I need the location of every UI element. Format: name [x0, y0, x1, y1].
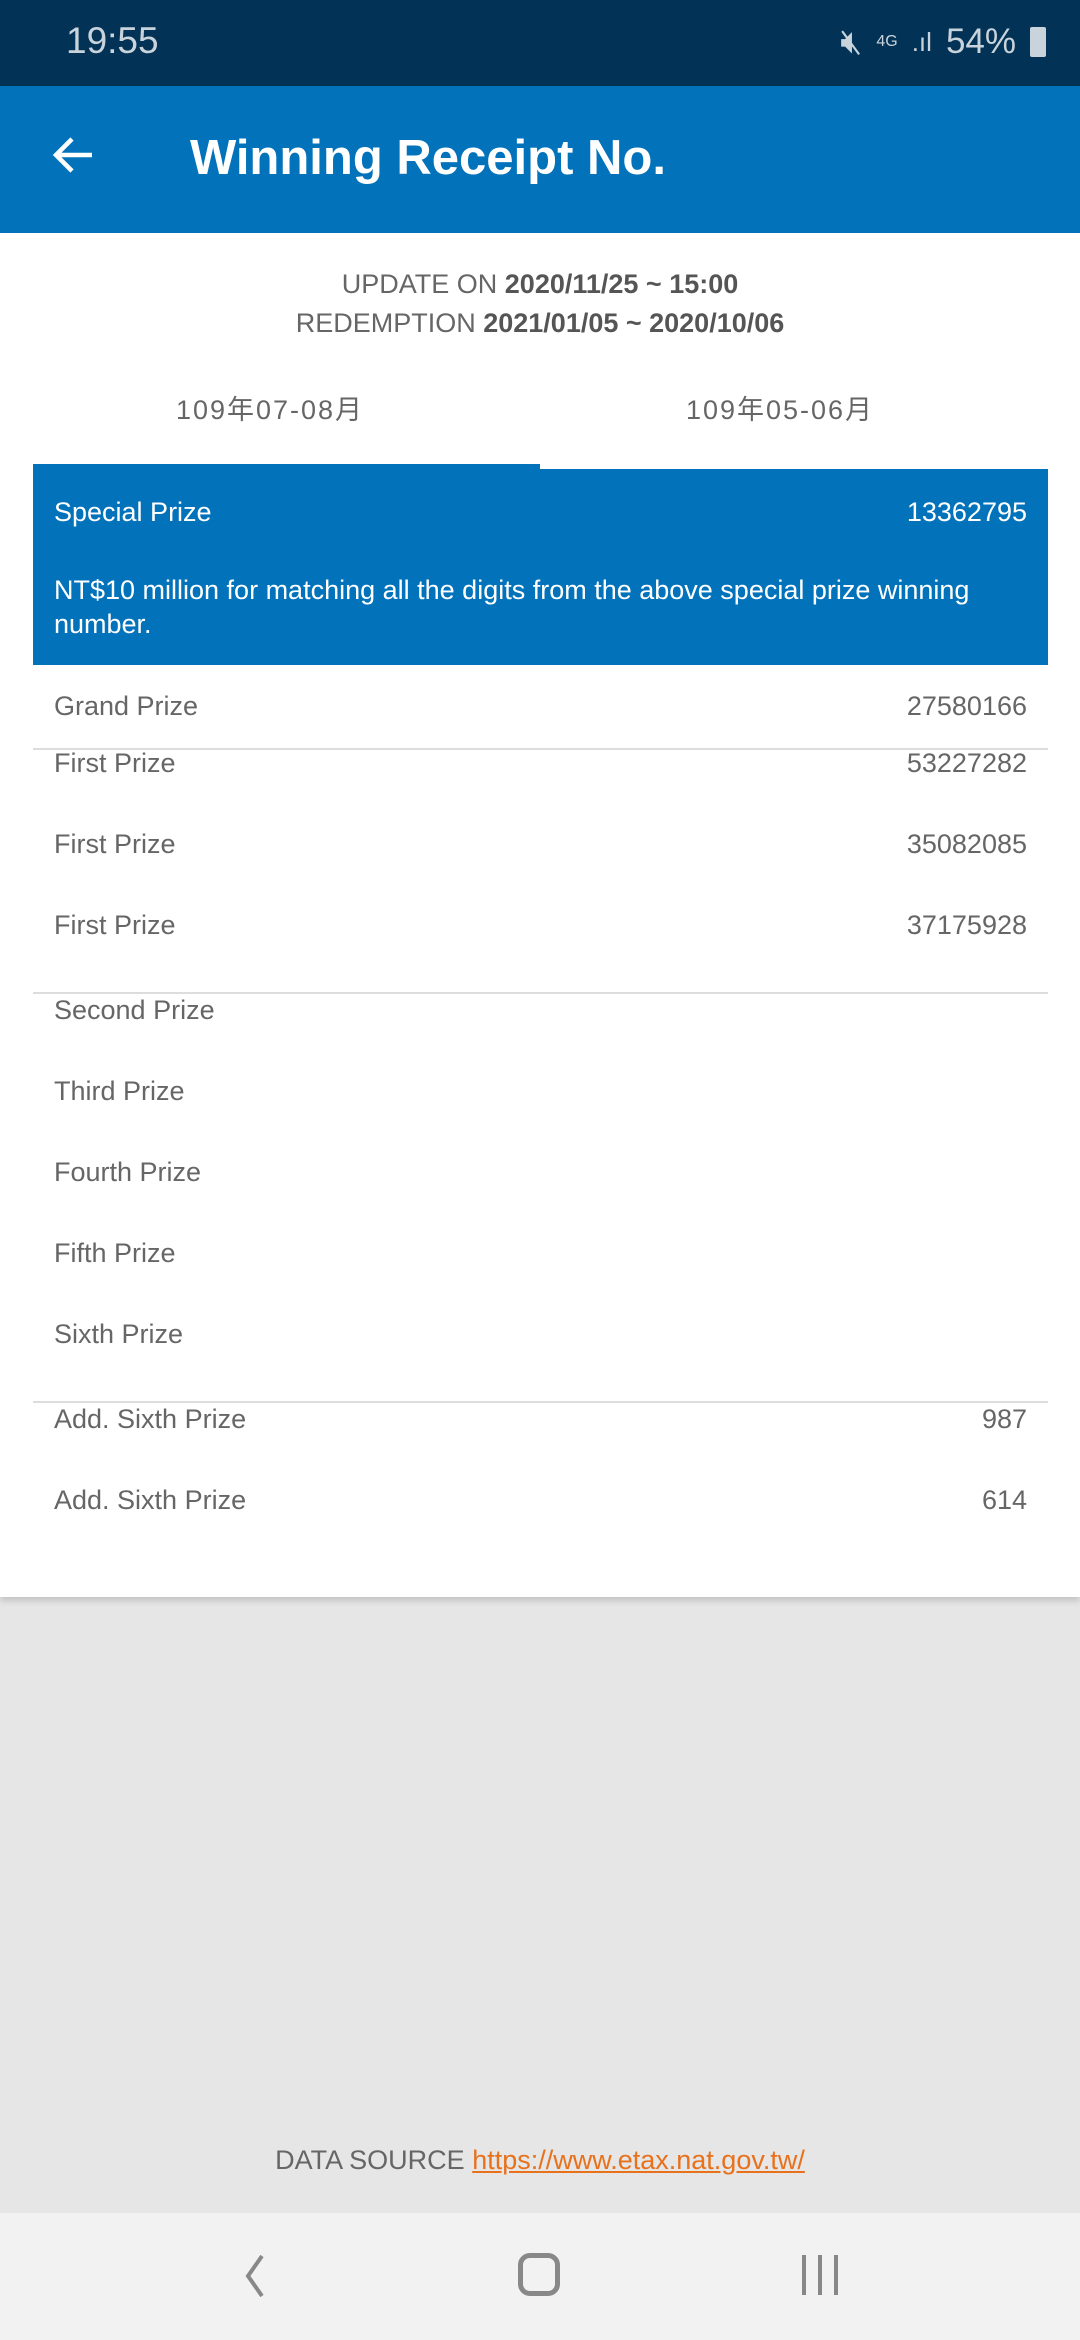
tab-indicator — [33, 464, 540, 469]
status-bar: 19:55 🔇︎ 4G .ıl 54% — [0, 0, 1080, 86]
prize-row: Grand Prize 27580166 — [33, 666, 1048, 747]
prize-number: 37175928 — [906, 910, 1027, 940]
navigation-bar — [0, 2213, 1080, 2340]
nav-recents-icon[interactable] — [800, 2253, 844, 2297]
tab-109-07-08[interactable]: 109年07-08月 — [175, 395, 365, 425]
prize-label: Sixth Prize — [54, 1319, 184, 1349]
special-prize: Special Prize 13362795 NT$10 million for… — [33, 469, 1048, 665]
signal-icon: .ıl — [911, 26, 932, 57]
update-info: UPDATE ON 2020/11/25 ~ 15:00 — [0, 269, 1080, 300]
back-arrow-icon[interactable] — [48, 130, 98, 180]
prize-row: Sixth Prize — [33, 1294, 1048, 1375]
data-source-link[interactable]: https://www.etax.nat.gov.tw/ — [472, 2145, 805, 2175]
prize-number: 27580166 — [906, 691, 1027, 721]
nav-back-icon[interactable] — [240, 2253, 270, 2299]
divider — [33, 992, 1048, 994]
prize-label: Grand Prize — [54, 691, 199, 721]
divider — [33, 748, 1048, 750]
prize-row: First Prize 53227282 — [33, 723, 1048, 804]
prize-row: Add. Sixth Prize 614 — [33, 1460, 1048, 1541]
prize-label: First Prize — [54, 829, 176, 859]
prize-label: Add. Sixth Prize — [54, 1404, 247, 1434]
prize-label: Add. Sixth Prize — [54, 1485, 247, 1515]
clock: 19:55 — [66, 20, 159, 61]
prize-label: Third Prize — [54, 1076, 185, 1106]
update-label: UPDATE ON — [341, 269, 498, 299]
redemption-label: REDEMPTION — [295, 308, 476, 338]
tab-109-05-06[interactable]: 109年05-06月 — [685, 395, 875, 425]
prize-label: Fourth Prize — [54, 1157, 202, 1187]
battery-percent: 54% — [945, 22, 1016, 61]
app-bar: Winning Receipt No. — [0, 86, 1080, 233]
prize-row: First Prize 35082085 — [33, 804, 1048, 885]
prize-row: Add. Sixth Prize 987 — [33, 1379, 1048, 1460]
prize-row: First Prize 37175928 — [33, 885, 1048, 966]
prize-number: 35082085 — [906, 829, 1027, 859]
prize-label: First Prize — [54, 910, 176, 940]
prize-number: 987 — [981, 1404, 1027, 1434]
prize-number: 53227282 — [906, 748, 1027, 778]
mute-vibrate-icon: 🔇︎ — [840, 22, 863, 61]
data-source-label: DATA SOURCE — [275, 2145, 465, 2175]
prize-label: Fifth Prize — [54, 1238, 176, 1268]
prize-row: Third Prize — [33, 1051, 1048, 1132]
prize-row: Second Prize — [33, 970, 1048, 1051]
network-type: 4G — [876, 33, 898, 50]
status-icons: 🔇︎ 4G .ıl 54% — [840, 22, 1046, 62]
special-prize-number: 13362795 — [906, 497, 1027, 527]
redemption-info: REDEMPTION 2021/01/05 ~ 2020/10/06 — [0, 308, 1080, 339]
special-prize-label: Special Prize — [54, 497, 212, 527]
nav-home-icon[interactable] — [518, 2253, 560, 2296]
prize-number: 614 — [981, 1485, 1027, 1515]
prize-label: Second Prize — [54, 995, 215, 1025]
redemption-value: 2021/01/05 ~ 2020/10/06 — [483, 308, 785, 338]
prize-card: UPDATE ON 2020/11/25 ~ 15:00 REDEMPTION … — [0, 233, 1080, 1597]
data-source: DATA SOURCE https://www.etax.nat.gov.tw/ — [0, 2145, 1080, 2176]
special-prize-description: NT$10 million for matching all the digit… — [54, 575, 970, 639]
prize-row: Fifth Prize — [33, 1213, 1048, 1294]
battery-icon — [1030, 27, 1046, 57]
update-value: 2020/11/25 ~ 15:00 — [504, 269, 739, 299]
divider — [33, 1401, 1048, 1403]
page-title: Winning Receipt No. — [190, 131, 666, 185]
prize-label: First Prize — [54, 748, 176, 778]
prize-row: Fourth Prize — [33, 1132, 1048, 1213]
